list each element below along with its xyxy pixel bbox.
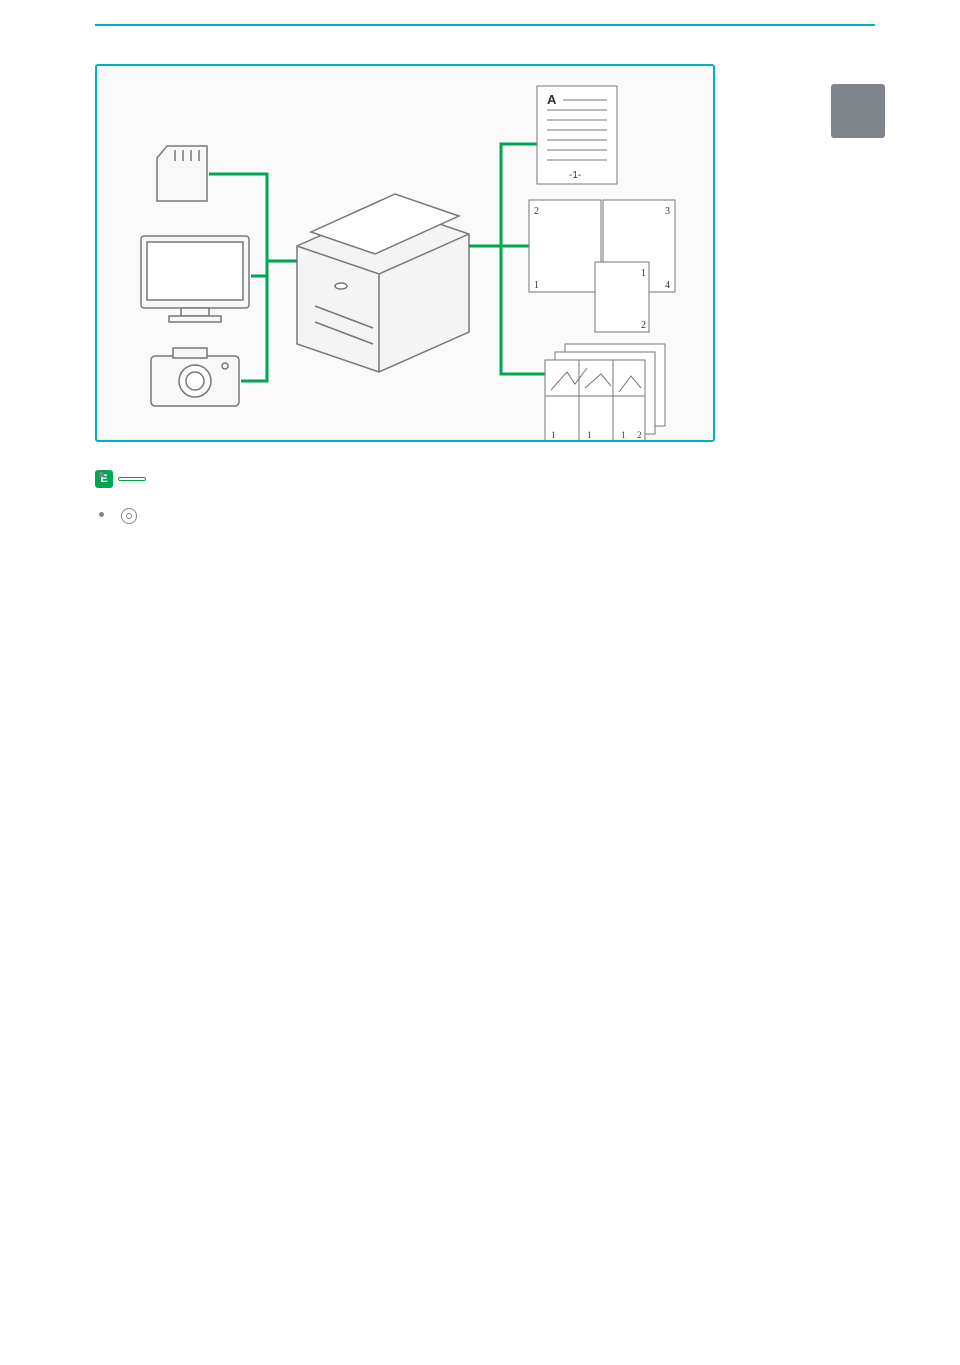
- svg-text:1: 1: [551, 430, 556, 440]
- header-divider: [95, 24, 875, 26]
- svg-text:1: 1: [641, 268, 646, 279]
- svg-text:1: 1: [534, 280, 539, 291]
- svg-text:2: 2: [534, 206, 539, 217]
- reference-list: [95, 502, 875, 528]
- svg-text:1: 1: [621, 430, 626, 440]
- svg-text:4: 4: [665, 280, 670, 291]
- svg-text:2: 2: [637, 430, 642, 440]
- svg-text:3: 3: [665, 206, 670, 217]
- chapter-tab: [831, 84, 885, 138]
- reference-icon: E: [95, 470, 113, 488]
- reference-item: [95, 502, 875, 528]
- illustration-panel: A -1- 2 3 1 4: [95, 64, 715, 442]
- svg-text:2: 2: [641, 320, 646, 331]
- reference-label: [118, 477, 146, 481]
- printer-diagram-icon: A -1- 2 3 1 4: [97, 66, 715, 442]
- svg-text:A: A: [547, 92, 557, 107]
- svg-text:-1-: -1-: [569, 170, 581, 181]
- cd-icon: [121, 508, 137, 524]
- svg-text:1: 1: [587, 430, 592, 440]
